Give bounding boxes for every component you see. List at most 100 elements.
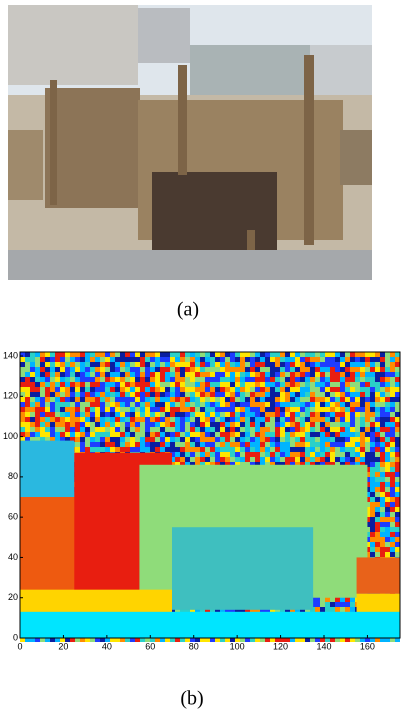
noise-cell (25, 387, 30, 392)
noise-cell (395, 417, 400, 422)
noise-cell (220, 362, 225, 367)
noise-cell (70, 352, 75, 357)
noise-cell (370, 432, 375, 437)
noise-cell (380, 382, 385, 387)
noise-cell (235, 382, 240, 387)
noise-cell (175, 377, 180, 382)
noise-cell (40, 422, 45, 427)
noise-cell (335, 372, 340, 377)
noise-cell (180, 437, 185, 442)
noise-cell (315, 417, 320, 422)
noise-cell (35, 397, 40, 402)
noise-cell (30, 432, 35, 437)
noise-cell (370, 382, 375, 387)
noise-cell (160, 437, 165, 442)
noise-cell (60, 382, 65, 387)
noise-cell (130, 432, 135, 437)
noise-cell (60, 362, 65, 367)
noise-cell (190, 457, 195, 462)
noise-cell (55, 377, 60, 382)
noise-cell (245, 452, 250, 457)
noise-cell (380, 512, 385, 517)
noise-cell (320, 417, 325, 422)
noise-cell (215, 377, 220, 382)
noise-cell (95, 407, 100, 412)
noise-cell (175, 442, 180, 447)
noise-cell (225, 392, 230, 397)
noise-cell (190, 362, 195, 367)
noise-cell (290, 382, 295, 387)
noise-cell (265, 437, 270, 442)
noise-cell (55, 422, 60, 427)
x-tick-label: 60 (145, 641, 155, 651)
noise-cell (70, 432, 75, 437)
noise-cell (75, 392, 80, 397)
noise-cell (105, 387, 110, 392)
noise-cell (395, 472, 400, 477)
noise-cell (320, 422, 325, 427)
noise-cell (275, 367, 280, 372)
noise-cell (245, 442, 250, 447)
noise-cell (295, 382, 300, 387)
noise-cell (215, 442, 220, 447)
noise-cell (120, 392, 125, 397)
noise-cell (270, 392, 275, 397)
noise-cell (175, 427, 180, 432)
noise-cell (30, 397, 35, 402)
noise-cell (180, 387, 185, 392)
noise-cell (385, 482, 390, 487)
noise-cell (225, 367, 230, 372)
noise-cell (235, 422, 240, 427)
noise-cell (30, 422, 35, 427)
noise-cell (380, 432, 385, 437)
noise-cell (290, 447, 295, 452)
noise-cell (330, 352, 335, 357)
noise-cell (255, 362, 260, 367)
noise-cell (345, 427, 350, 432)
noise-cell (375, 497, 380, 502)
noise-cell (170, 402, 175, 407)
noise-cell (385, 357, 390, 362)
noise-cell (240, 427, 245, 432)
noise-cell (175, 437, 180, 442)
noise-cell (205, 362, 210, 367)
noise-cell (80, 382, 85, 387)
noise-cell (315, 597, 320, 602)
noise-cell (370, 362, 375, 367)
noise-cell (370, 477, 375, 482)
noise-cell (315, 432, 320, 437)
noise-cell (55, 432, 60, 437)
noise-cell (315, 452, 320, 457)
region (20, 590, 172, 614)
noise-cell (315, 607, 320, 612)
noise-cell (130, 402, 135, 407)
noise-cell (240, 422, 245, 427)
noise-cell (100, 402, 105, 407)
noise-cell (220, 457, 225, 462)
noise-cell (255, 447, 260, 452)
noise-cell (260, 452, 265, 457)
noise-cell (115, 427, 120, 432)
noise-cell (35, 412, 40, 417)
x-tick-label: 160 (360, 641, 375, 651)
noise-cell (270, 412, 275, 417)
noise-cell (95, 362, 100, 367)
noise-cell (125, 352, 130, 357)
noise-cell (40, 387, 45, 392)
noise-cell (315, 427, 320, 432)
noise-cell (190, 387, 195, 392)
noise-cell (250, 382, 255, 387)
noise-cell (175, 372, 180, 377)
building (8, 5, 138, 85)
noise-cell (280, 437, 285, 442)
noise-cell (385, 457, 390, 462)
noise-cell (245, 367, 250, 372)
noise-cell (230, 362, 235, 367)
noise-cell (200, 397, 205, 402)
noise-cell (150, 367, 155, 372)
noise-cell (200, 432, 205, 437)
noise-cell (120, 402, 125, 407)
noise-cell (280, 452, 285, 457)
noise-cell (55, 382, 60, 387)
noise-cell (295, 432, 300, 437)
